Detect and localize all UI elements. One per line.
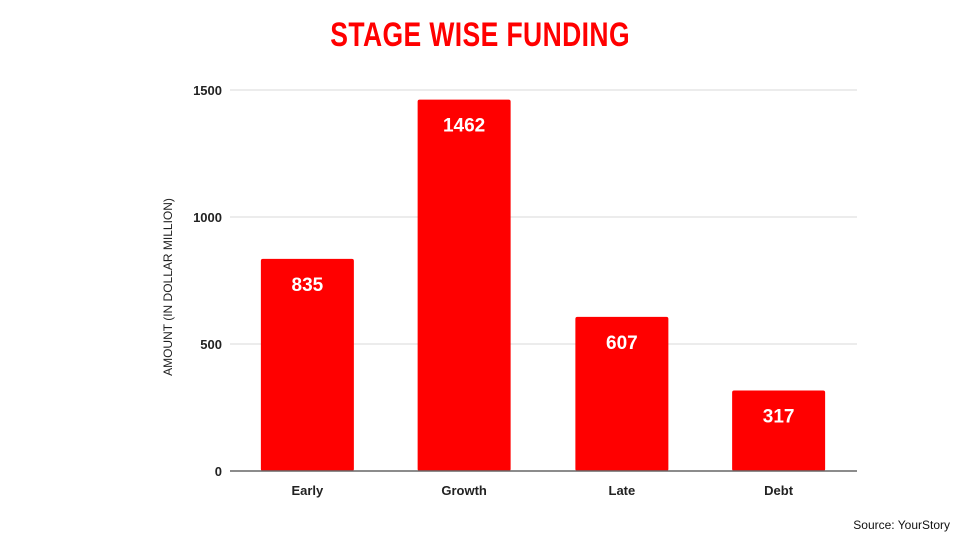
y-axis-label: AMOUNT (IN DOLLAR MILLION) [161, 198, 175, 376]
data-label: 607 [606, 333, 638, 354]
data-label: 1462 [443, 116, 485, 137]
chart-title: STAGE WISE FUNDING [330, 16, 630, 54]
data-label: 317 [763, 406, 795, 427]
bar-growth [417, 99, 511, 471]
bar-late [575, 316, 669, 471]
source-note: Source: YourStory [853, 518, 950, 532]
bar-early [260, 258, 354, 471]
y-tick-label: 500 [200, 337, 222, 352]
bar-debt [732, 390, 826, 471]
x-tick-label: Growth [441, 483, 487, 498]
data-label: 835 [292, 275, 324, 296]
y-tick-label: 1500 [193, 83, 222, 98]
y-tick-label: 1000 [193, 210, 222, 225]
x-tick-label: Late [609, 483, 636, 498]
x-tick-label: Debt [764, 483, 794, 498]
x-tick-label: Early [291, 483, 324, 498]
y-tick-label: 0 [215, 464, 222, 479]
